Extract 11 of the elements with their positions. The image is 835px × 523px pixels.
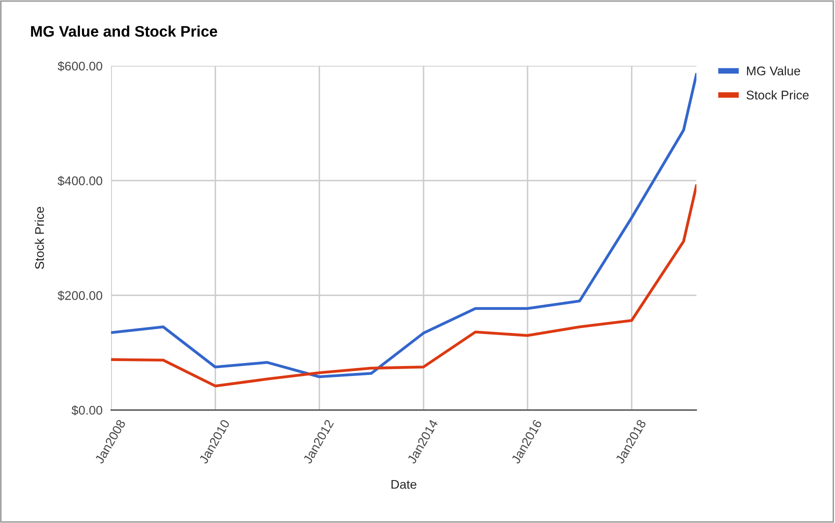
y-tick-label: $600.00 [58, 61, 102, 72]
chart-title: MG Value and Stock Price [31, 26, 218, 37]
line-series [111, 184, 696, 388]
y-tick-label: $400.00 [58, 176, 102, 186]
y-axis-title: Stock Price [34, 206, 44, 270]
y-tick-label: $200.00 [58, 290, 102, 301]
x-axis-title: Date [392, 480, 416, 489]
y-tick-label: $0.00 [72, 405, 102, 416]
legend-label: MG Value [747, 66, 800, 76]
line-series [111, 73, 696, 378]
legend-label: Stock Price [746, 90, 809, 100]
